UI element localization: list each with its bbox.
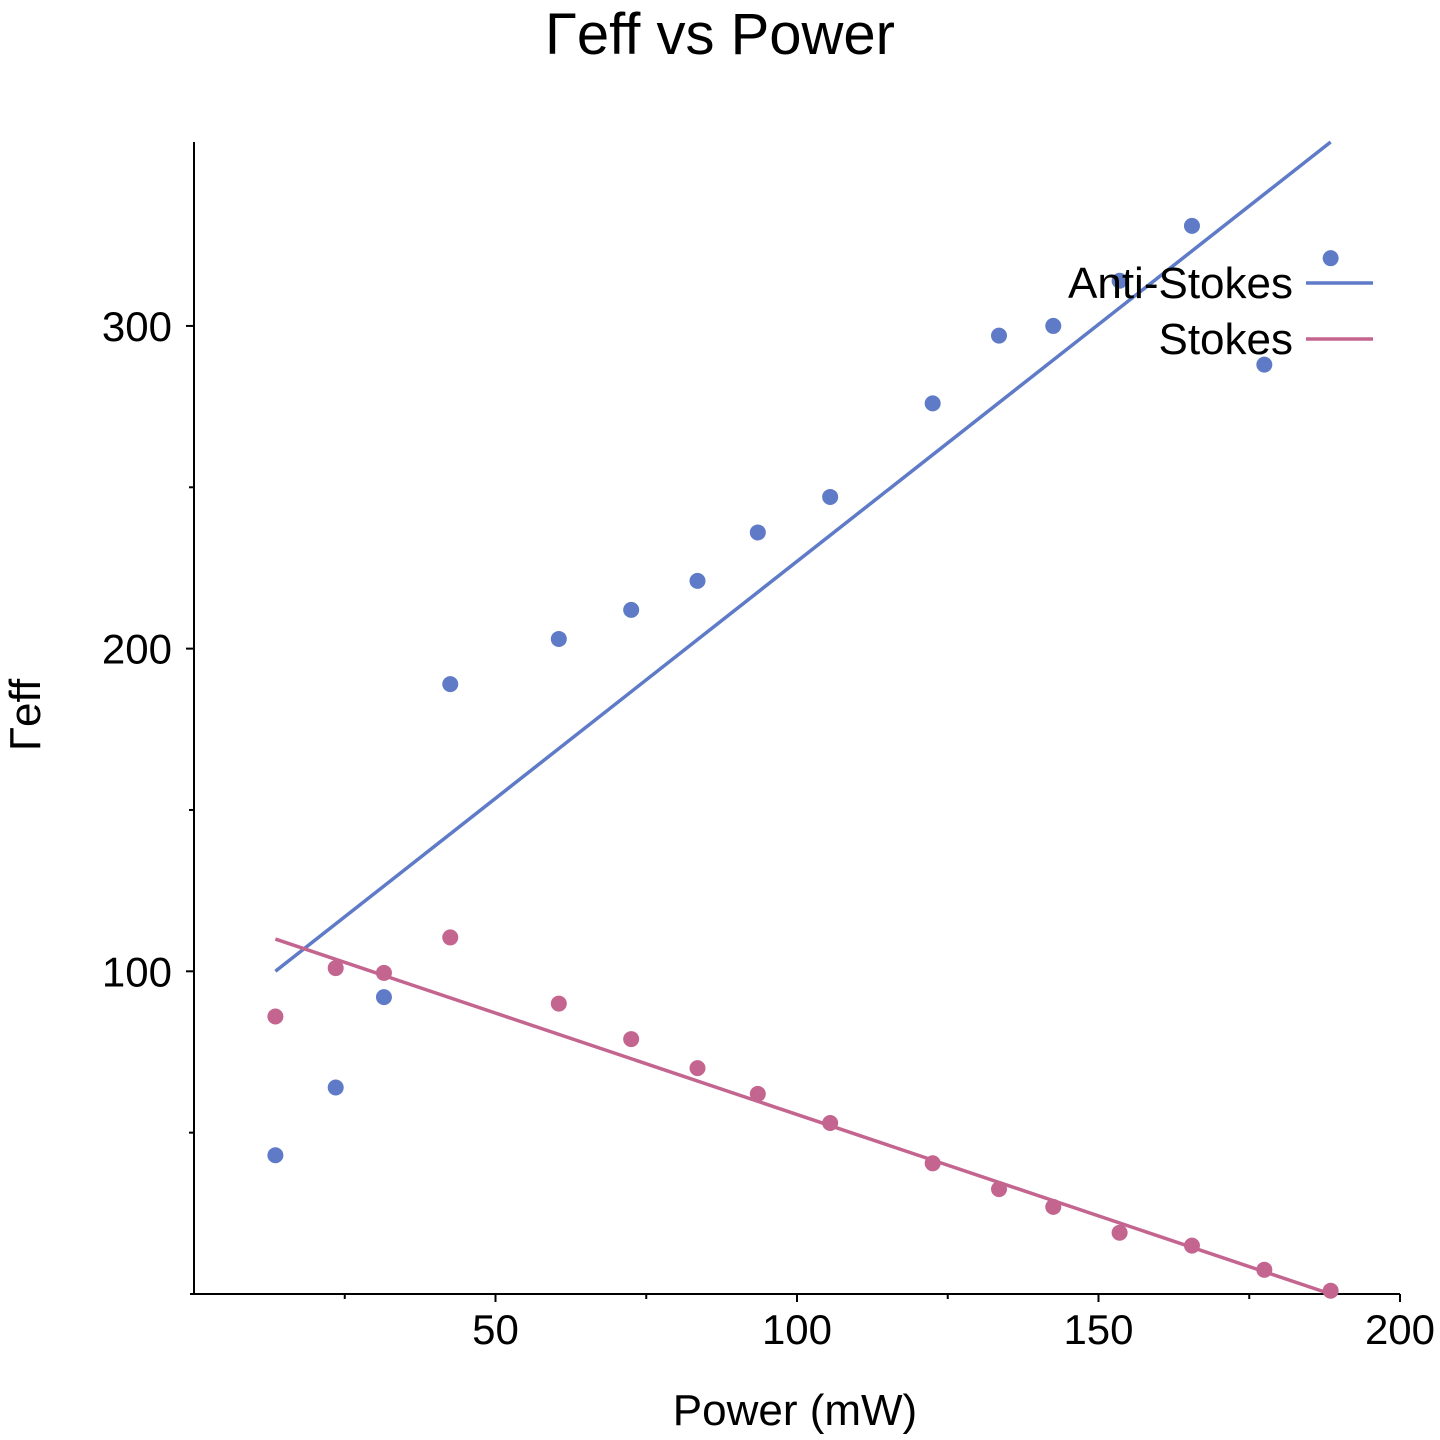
legend-label-anti-stokes: Anti-Stokes (1068, 259, 1293, 308)
fit-line-stokes (274, 937, 1332, 1296)
fit-line-anti-stokes (274, 140, 1332, 973)
data-point-stokes (1045, 1198, 1062, 1215)
data-point-stokes (375, 964, 392, 981)
x-axis-label: Power (mW) (673, 1386, 917, 1435)
data-point-anti-stokes (689, 572, 706, 589)
data-point-anti-stokes (822, 488, 839, 505)
data-point-stokes (1111, 1224, 1128, 1241)
x-tick-label: 150 (1063, 1306, 1133, 1353)
data-point-anti-stokes (991, 327, 1008, 344)
axes (190, 142, 1400, 1295)
data-point-stokes (623, 1031, 640, 1048)
data-point-anti-stokes (1183, 217, 1200, 234)
data-points (267, 217, 1339, 1299)
data-point-stokes (924, 1155, 941, 1172)
data-point-stokes (1183, 1237, 1200, 1254)
data-point-stokes (689, 1060, 706, 1077)
data-point-anti-stokes (1256, 356, 1273, 373)
data-point-anti-stokes (1111, 272, 1128, 289)
data-point-stokes (822, 1114, 839, 1131)
data-point-stokes (749, 1085, 766, 1102)
data-point-stokes (267, 1008, 284, 1025)
ticks: 50 100 150 200 100 200 300 (102, 303, 1435, 1353)
data-point-anti-stokes (442, 676, 459, 693)
y-tick-label: 200 (102, 626, 172, 673)
data-point-anti-stokes (623, 601, 640, 618)
x-tick-label: 100 (762, 1306, 832, 1353)
chart-title: Γeff vs Power (545, 2, 895, 67)
data-point-anti-stokes (327, 1079, 344, 1096)
data-point-stokes (991, 1181, 1008, 1198)
data-point-anti-stokes (924, 395, 941, 412)
data-point-anti-stokes (550, 630, 567, 647)
y-tick-label: 100 (102, 948, 172, 995)
data-point-stokes (550, 995, 567, 1012)
data-point-anti-stokes (1045, 317, 1062, 334)
x-tick-label: 200 (1365, 1306, 1435, 1353)
fit-lines (274, 140, 1332, 1296)
data-point-anti-stokes (1322, 250, 1339, 267)
data-point-stokes (1256, 1261, 1273, 1278)
legend-label-stokes: Stokes (1158, 315, 1293, 364)
x-tick-label: 50 (472, 1306, 519, 1353)
y-tick-label: 300 (102, 303, 172, 350)
data-point-anti-stokes (375, 989, 392, 1006)
data-point-anti-stokes (267, 1147, 284, 1164)
data-point-stokes (1322, 1282, 1339, 1299)
y-axis-label: Γeff (1, 678, 50, 751)
data-point-stokes (327, 960, 344, 977)
data-point-anti-stokes (749, 524, 766, 541)
legend: Anti-Stokes Stokes (1068, 259, 1373, 364)
data-point-stokes (442, 929, 459, 946)
